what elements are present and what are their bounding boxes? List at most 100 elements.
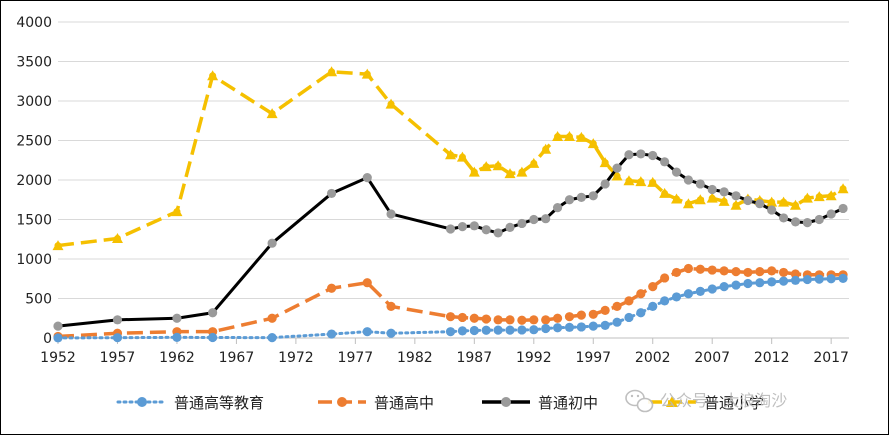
data-point <box>588 321 598 331</box>
x-tick-label: 1977 <box>338 350 374 366</box>
data-point <box>552 313 563 323</box>
data-point <box>637 178 645 186</box>
data-point <box>790 275 801 285</box>
data-point <box>731 267 741 277</box>
data-point <box>529 325 539 335</box>
data-point <box>671 267 682 278</box>
x-tick-label: 1972 <box>278 350 314 366</box>
data-point <box>707 265 717 275</box>
data-point <box>731 191 741 201</box>
data-point <box>112 333 123 343</box>
data-point <box>790 217 801 227</box>
data-point <box>767 266 777 276</box>
data-point <box>564 195 575 205</box>
data-point <box>660 157 670 167</box>
data-point <box>695 264 705 274</box>
y-tick-label: 3500 <box>16 55 52 71</box>
data-point <box>517 218 527 229</box>
y-tick-label: 1000 <box>16 252 52 268</box>
data-point <box>827 192 835 200</box>
data-point <box>731 280 741 290</box>
data-point <box>648 282 658 292</box>
data-point <box>541 315 551 325</box>
data-point <box>671 167 682 177</box>
x-tick-label: 1997 <box>575 350 611 366</box>
data-point <box>457 312 468 323</box>
legend-label: 普通高等教育 <box>174 394 264 412</box>
series-layer <box>52 66 849 343</box>
legend-label: 普通小学 <box>704 394 764 412</box>
y-tick-label: 500 <box>25 292 52 308</box>
data-point <box>826 209 836 219</box>
x-tick-label: 2012 <box>754 350 790 366</box>
legend-swatch-marker <box>137 397 147 407</box>
data-point <box>778 213 789 223</box>
data-point <box>470 168 478 176</box>
data-point <box>624 312 634 323</box>
y-tick-label: 3000 <box>16 94 52 110</box>
data-point <box>684 200 692 208</box>
data-point <box>541 214 551 224</box>
data-point <box>624 296 634 306</box>
data-point <box>362 327 372 337</box>
data-point <box>719 282 729 292</box>
data-point <box>469 221 479 231</box>
data-point <box>648 150 658 161</box>
data-point <box>505 222 515 232</box>
data-point <box>530 159 538 167</box>
data-point <box>660 273 670 283</box>
data-point <box>328 68 336 76</box>
series-3 <box>52 66 849 251</box>
y-tick-label: 2000 <box>16 173 52 189</box>
data-point <box>445 224 456 234</box>
series-0 <box>53 273 848 343</box>
data-point <box>780 198 788 206</box>
data-point <box>576 192 586 202</box>
data-point <box>552 203 563 213</box>
data-point <box>802 218 812 228</box>
data-point <box>791 201 799 209</box>
data-point <box>457 326 468 336</box>
data-point <box>790 269 801 279</box>
data-point <box>636 149 646 159</box>
data-point <box>326 329 337 339</box>
grid-lines <box>58 21 849 339</box>
watermark-text: 公众号 · 大浪淘沙 <box>660 391 787 410</box>
data-point <box>113 234 121 242</box>
data-point <box>767 205 777 215</box>
data-point <box>386 328 396 338</box>
data-point <box>172 313 182 323</box>
x-tick-label: 1992 <box>516 350 552 366</box>
data-point <box>624 150 634 160</box>
data-point <box>588 309 598 319</box>
data-point <box>768 198 776 206</box>
data-point <box>683 289 694 299</box>
data-point <box>732 201 740 209</box>
data-point <box>802 274 812 285</box>
data-point <box>54 242 62 250</box>
data-point <box>529 214 539 225</box>
data-point <box>695 179 705 189</box>
data-point <box>649 178 657 186</box>
data-point <box>517 315 527 325</box>
data-point <box>494 162 502 170</box>
data-point <box>565 133 573 141</box>
x-tick-label: 1987 <box>456 350 492 366</box>
data-point <box>600 179 610 189</box>
data-point <box>612 317 622 327</box>
data-point <box>613 172 621 180</box>
data-point <box>469 313 479 323</box>
data-point <box>362 278 372 288</box>
data-point <box>755 199 765 209</box>
data-point <box>673 195 681 203</box>
data-point <box>612 301 622 311</box>
y-tick-label: 4000 <box>16 15 52 31</box>
data-point <box>743 195 753 206</box>
data-point <box>172 332 182 342</box>
data-point <box>564 322 575 332</box>
data-point <box>445 312 456 322</box>
data-point <box>493 325 503 335</box>
data-point <box>541 323 551 334</box>
data-point <box>600 320 610 330</box>
data-point <box>839 185 847 193</box>
